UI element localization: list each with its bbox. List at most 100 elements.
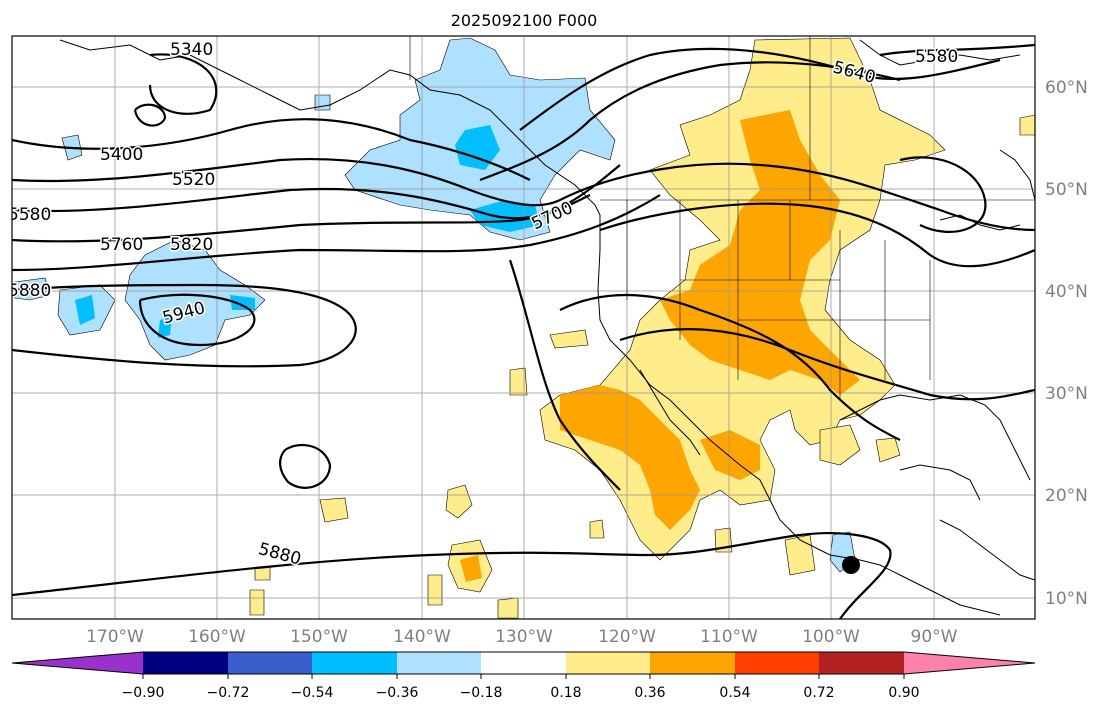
colorbar-extend-left (12, 652, 143, 674)
colorbar-label-1: −0.72 (207, 685, 250, 701)
lon-label-130: 130°W (495, 627, 553, 647)
colorbar-label-0: −0.90 (122, 685, 165, 701)
lon-label-170: 170°W (86, 627, 144, 647)
lat-label-60: 60°N (1045, 78, 1088, 98)
contour-5880-upper (12, 283, 357, 368)
lon-label-160: 160°W (188, 627, 246, 647)
colorbar-segment-4 (481, 652, 566, 674)
pos-region-plains-light (819, 424, 861, 466)
lon-label-100: 100°W (802, 627, 860, 647)
colorbar-label-9: 0.90 (888, 685, 919, 701)
contour-label-5820: 5820 (170, 235, 213, 255)
contour-label-5580-east: 5580 (915, 47, 958, 67)
colorbar-segment-8 (819, 652, 904, 674)
colorbar-segment-2 (312, 652, 397, 674)
colorbar-label-6: 0.36 (634, 685, 665, 701)
colorbar-label-2: −0.54 (291, 685, 334, 701)
colorbar (11, 651, 1036, 679)
pos-region-gulf (875, 437, 901, 463)
neg-region-hawaii-core2 (230, 295, 255, 310)
pos-region-pacific-3-core (460, 555, 482, 582)
lat-label-40: 40°N (1045, 282, 1088, 302)
contour-5880-pacific (12, 532, 892, 619)
pos-region-pacific-1 (445, 484, 473, 519)
contour-5760 (12, 164, 621, 243)
pos-region-pacific-4 (784, 534, 816, 576)
pos-region-pacific-11 (509, 367, 528, 396)
colorbar-label-7: 0.54 (719, 685, 750, 701)
height-contours (12, 43, 1035, 619)
colorbar-segment-5 (566, 652, 650, 674)
lon-label-110: 110°W (700, 627, 758, 647)
gridlines (12, 36, 1035, 619)
colorbar-segment-0 (143, 652, 228, 674)
contour-central-4 (559, 293, 901, 441)
contour-label-5760: 5760 (100, 235, 143, 255)
coast-alaska (59, 39, 601, 216)
colorbar-segment-7 (735, 652, 819, 674)
lon-label-150: 150°W (290, 627, 348, 647)
map-title: 2025092100 F000 (451, 11, 598, 30)
contour-5940 (138, 293, 256, 347)
colorbar-segment-1 (228, 652, 312, 674)
contour-5520 (12, 157, 561, 207)
pos-region-mexico-core (560, 385, 700, 530)
pos-region-pacific-6 (497, 597, 519, 619)
lon-label-120: 120°W (598, 627, 656, 647)
contour-label-5580-west: 5580 (8, 205, 51, 225)
black-dot-icon (842, 556, 860, 574)
pos-region-pacific-9 (589, 519, 605, 539)
neg-region-coast-core (470, 200, 540, 232)
colorbar-extend-right (904, 652, 1035, 674)
contour-label-5400: 5400 (100, 145, 143, 165)
coast-west-us (597, 215, 1001, 616)
contour-label-5520: 5520 (172, 170, 215, 190)
contour-5400 (12, 118, 531, 181)
contour-5580 (12, 187, 591, 220)
lon-label-140: 140°W (393, 627, 451, 647)
contour-central-5 (619, 328, 1035, 401)
pos-region-pacific-2 (319, 497, 349, 523)
pos-region-pacific-5 (427, 574, 443, 606)
coast-gulf (839, 394, 1031, 481)
colorbar-label-8: 0.72 (803, 685, 834, 701)
pos-region-east-1 (1019, 114, 1035, 136)
map-frame (11, 35, 1036, 620)
coastlines (59, 39, 1035, 616)
colorbar-tick-labels: −0.90 −0.72 −0.54 −0.36 −0.18 0.18 0.36 … (122, 685, 920, 701)
contour-5700 (479, 61, 901, 182)
colorbar-label-4: −0.18 (460, 685, 503, 701)
pos-region-pacific-10 (549, 329, 589, 349)
lat-label-10: 10°N (1045, 589, 1088, 609)
pos-region-mexico-core2 (700, 430, 760, 480)
contour-low-small (133, 103, 167, 127)
coast-central-am (939, 519, 1035, 581)
lat-label-50: 50°N (1045, 180, 1088, 200)
pos-region-pacific-7 (249, 589, 265, 616)
contour-5640 (519, 47, 1001, 131)
colorbar-label-3: −0.36 (376, 685, 419, 701)
lat-label-30: 30°N (1045, 384, 1088, 404)
colorbar-segment-6 (650, 652, 735, 674)
neg-region-hawaii-core (158, 315, 172, 338)
contour-label-5880-west: 5880 (8, 281, 51, 301)
longitude-labels: 170°W 160°W 150°W 140°W 130°W 120°W 110°… (86, 627, 958, 647)
contour-5580-east (879, 43, 1035, 57)
contour-central-3 (508, 259, 621, 491)
contour-central-2 (599, 202, 1035, 268)
contour-low-pacific (279, 443, 332, 489)
state-borders (409, 36, 1035, 400)
coast-yucatan (899, 464, 981, 501)
contour-label-5340: 5340 (170, 40, 213, 60)
lat-label-20: 20°N (1045, 486, 1088, 506)
lon-label-90: 90°W (911, 627, 958, 647)
contour-5340 (148, 53, 218, 115)
neg-region-small-dot (314, 94, 331, 111)
neg-region-west-core (75, 295, 95, 325)
colorbar-segment-3 (397, 652, 481, 674)
colorbar-label-5: 0.18 (550, 685, 581, 701)
neg-region-gulf-alaska-core (455, 125, 500, 170)
coast-east (999, 149, 1035, 201)
